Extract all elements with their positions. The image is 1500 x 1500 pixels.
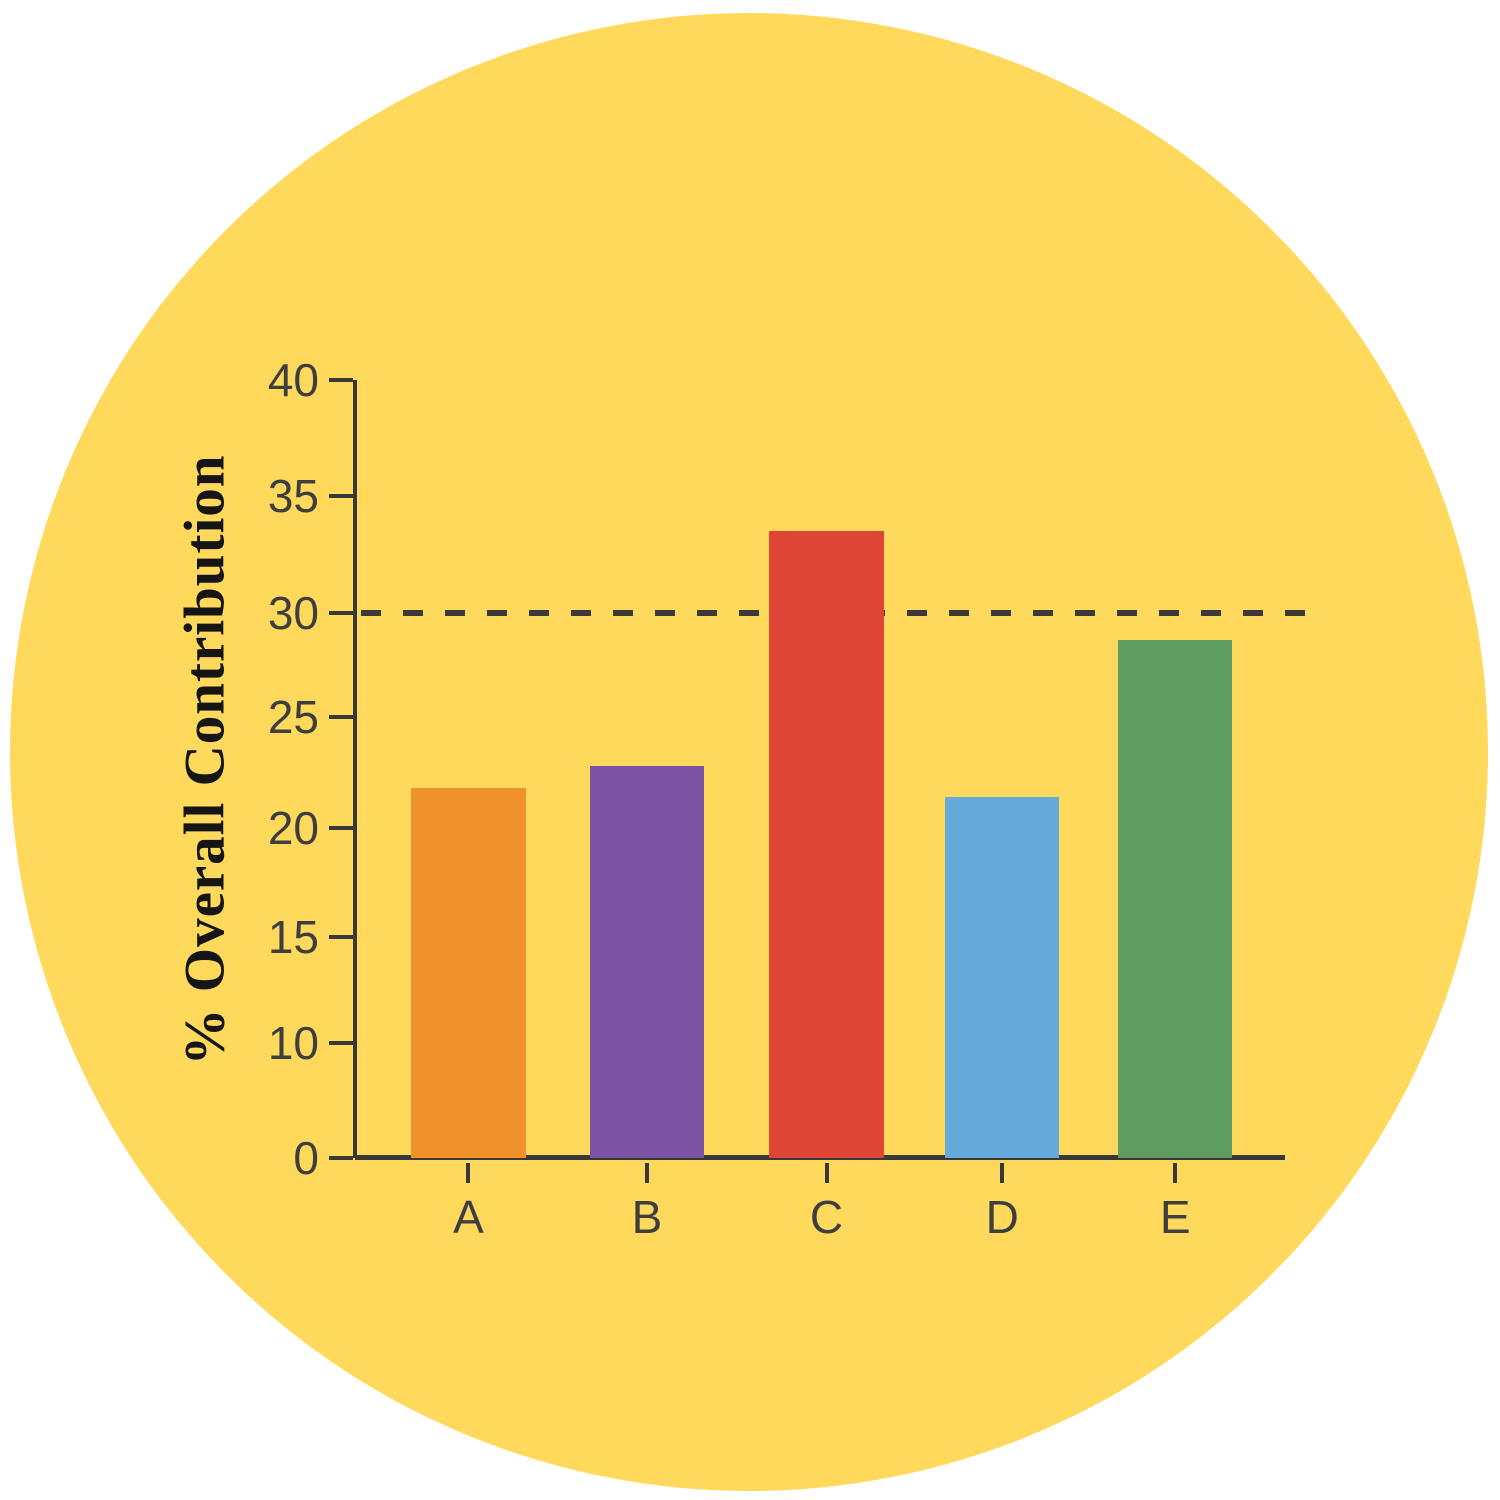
y-tick-25: [329, 714, 353, 719]
bar-c: [769, 531, 884, 1158]
bar-b: [589, 765, 705, 1158]
y-tick-35: [329, 493, 353, 498]
y-axis-title: % Overall Contribution: [173, 454, 237, 1066]
y-tick-40: [329, 378, 353, 382]
x-tick-e: [1173, 1163, 1178, 1183]
x-tick-b: [645, 1163, 650, 1183]
yellow-background-circle: [10, 13, 1488, 1491]
x-tick-label-c: C: [809, 1191, 844, 1243]
bar-e: [1118, 640, 1233, 1158]
bar-a: [411, 788, 526, 1158]
y-tick-15: [329, 935, 353, 940]
y-tick-label-30: 30: [267, 587, 319, 640]
x-tick-label-b: B: [631, 1191, 663, 1243]
x-tick-label-d: D: [985, 1191, 1019, 1243]
y-tick-label-10: 10: [267, 1016, 319, 1069]
y-tick-label-0: 0: [293, 1132, 319, 1184]
x-tick-label-e: E: [1159, 1191, 1191, 1243]
x-tick-d: [1000, 1163, 1005, 1183]
x-tick-label-a: A: [453, 1191, 484, 1243]
plot-area: 40 35 30 25 20 15 10 0 A B C D E: [268, 357, 1308, 1240]
y-tick-label-40: 40: [267, 354, 319, 406]
y-tick-30: [329, 611, 353, 616]
y-tick-label-35: 35: [267, 469, 319, 522]
y-tick-label-15: 15: [267, 911, 319, 964]
y-tick-label-25: 25: [267, 690, 319, 743]
y-tick-0: [329, 1156, 353, 1160]
x-tick-c: [824, 1163, 829, 1183]
x-tick-a: [466, 1163, 471, 1183]
y-axis-line: [353, 380, 357, 1158]
y-tick-20: [329, 826, 353, 831]
y-tick-10: [329, 1040, 353, 1045]
bar-d: [945, 796, 1060, 1158]
y-tick-label-20: 20: [267, 802, 319, 855]
